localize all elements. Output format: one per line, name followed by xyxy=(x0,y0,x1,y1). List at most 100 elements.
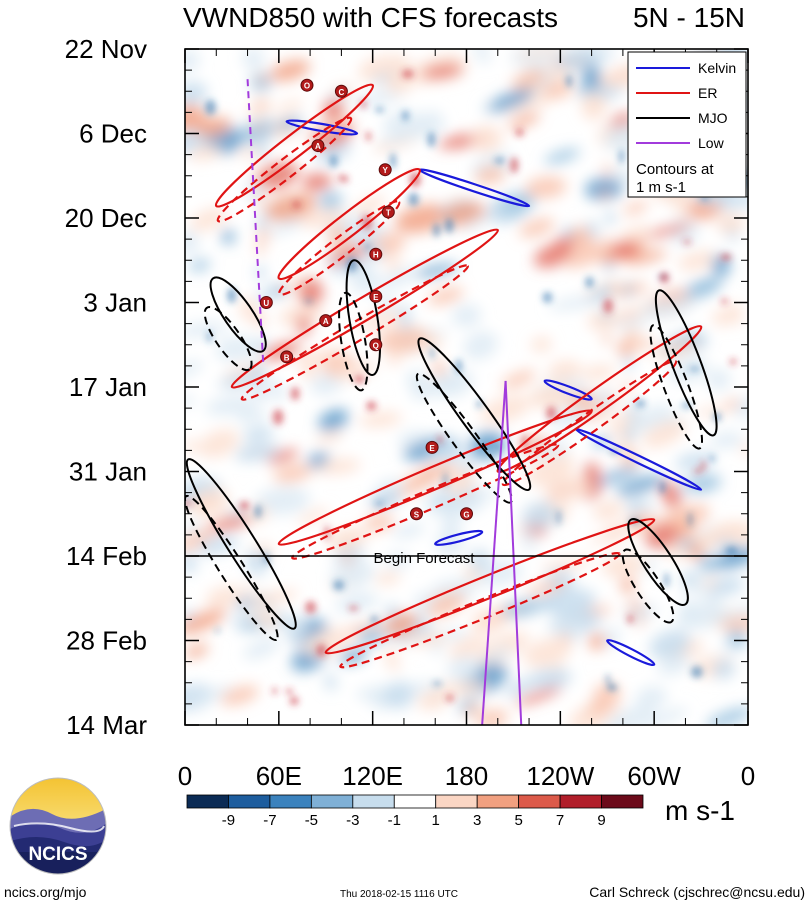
colorbar-swatch xyxy=(435,794,478,809)
cyclone-marker-letter: U xyxy=(263,299,269,308)
contour-mjo xyxy=(209,276,267,353)
shading-blob xyxy=(547,360,582,383)
cyclone-marker-dot xyxy=(280,350,294,364)
cyclone-marker-dot xyxy=(381,205,395,219)
shading-blob xyxy=(660,481,682,508)
shading-core xyxy=(496,444,502,452)
y-tick-label: 6 Dec xyxy=(79,119,147,149)
shading-core xyxy=(603,298,613,314)
shading-blob xyxy=(240,583,255,594)
cyclone-marker: T xyxy=(381,205,395,219)
shading-blob xyxy=(718,616,748,631)
shading-blob xyxy=(640,707,688,725)
shading-blob xyxy=(713,523,746,541)
shading-blob xyxy=(526,454,575,486)
footer-left: ncics.org/mjo xyxy=(4,884,87,900)
contour-kelvin xyxy=(285,119,359,136)
footer-center: Thu 2018-02-15 1116 UTC xyxy=(340,889,458,900)
cyclone-marker-letter: E xyxy=(429,444,435,453)
shading-blob xyxy=(432,681,488,697)
shading-blob xyxy=(625,250,667,265)
shading-blob xyxy=(615,317,648,330)
shading-core xyxy=(585,276,594,288)
shading-core xyxy=(709,455,715,462)
begin-forecast-label: Begin Forecast xyxy=(374,550,476,567)
cyclone-marker-letter: S xyxy=(414,510,420,519)
cyclone-marker-dot xyxy=(300,78,314,92)
shading-blob xyxy=(422,333,443,351)
cyclone-marker-dot xyxy=(369,338,383,352)
colorbar-swatch xyxy=(269,794,312,809)
shading-core xyxy=(476,400,482,409)
shading-blob xyxy=(298,278,324,306)
shading-blob xyxy=(645,223,692,238)
shading-blob xyxy=(421,64,463,79)
shading-streak xyxy=(254,121,263,134)
shading-core xyxy=(432,681,442,686)
shading-blob xyxy=(378,127,433,145)
legend-note-line1: Contours at xyxy=(636,161,714,178)
shading-blob xyxy=(264,193,317,221)
shading-blob xyxy=(592,501,624,521)
shading-blob xyxy=(533,242,574,268)
shading-blob xyxy=(740,442,748,456)
shading-blob xyxy=(586,220,600,239)
shading-core xyxy=(239,500,250,510)
colorbar-swatch xyxy=(393,794,437,809)
cyclone-marker: Q xyxy=(369,338,383,352)
shading-blob xyxy=(712,309,731,327)
shading-blob xyxy=(189,207,228,232)
shading-streak xyxy=(603,284,612,297)
x-axis-labels: 0 60E 120E 180 120W 60W 0 xyxy=(178,761,755,791)
colorbar-label: 9 xyxy=(597,812,605,829)
shading-blob xyxy=(705,707,748,725)
y-tick-label: 17 Jan xyxy=(69,372,147,402)
shading-streak xyxy=(256,387,265,400)
cyclone-marker-dot xyxy=(369,247,383,261)
shading-blob xyxy=(385,257,402,272)
y-tick-label: 14 Mar xyxy=(66,710,147,740)
shading-blob xyxy=(471,125,503,153)
y-tick-label: 3 Jan xyxy=(83,288,147,318)
shading-blob xyxy=(185,322,229,338)
shading-blob xyxy=(239,297,259,323)
shading-blob xyxy=(188,259,211,272)
cyclone-marker-dot xyxy=(259,296,273,309)
shading-blob xyxy=(726,302,743,325)
shading-core xyxy=(333,579,345,591)
shading-streak xyxy=(256,97,265,110)
shading-blob xyxy=(724,398,741,409)
shading-core xyxy=(408,192,419,207)
cyclone-marker-layer: O C A Y T H E U A B Q E S G xyxy=(259,78,473,521)
shading-blob xyxy=(707,368,731,391)
x-tick-label: 0 xyxy=(178,761,192,791)
contour-er-dashed xyxy=(291,443,560,560)
shading-blob xyxy=(385,552,410,570)
shading-blob xyxy=(712,659,735,679)
cyclone-marker-letter: O xyxy=(304,82,310,91)
contour-kelvin xyxy=(606,639,656,667)
contour-low xyxy=(481,380,507,725)
shading-streak xyxy=(257,218,266,231)
shading-blob xyxy=(384,646,400,673)
shading-blob xyxy=(277,100,304,112)
shading-blob xyxy=(711,576,745,595)
shading-blob xyxy=(218,372,269,389)
shading-core xyxy=(375,501,384,506)
contour-er-dashed xyxy=(501,359,678,487)
contour-mjo-dashed xyxy=(649,324,704,450)
shading-core xyxy=(664,572,670,588)
shading-blob xyxy=(185,395,195,407)
colorbar-swatch xyxy=(228,794,271,809)
shading-blob xyxy=(511,68,547,91)
contour-layer xyxy=(185,79,718,725)
shading-blob xyxy=(586,97,609,110)
shading-blob xyxy=(395,474,430,496)
shading-streak xyxy=(629,477,638,490)
colorbar-swatch xyxy=(559,794,602,809)
cyclone-marker: C xyxy=(334,84,348,98)
shading-core xyxy=(290,386,300,401)
cyclone-marker-letter: A xyxy=(315,142,321,151)
shading-blob xyxy=(185,360,203,379)
shading-blob xyxy=(501,370,536,389)
